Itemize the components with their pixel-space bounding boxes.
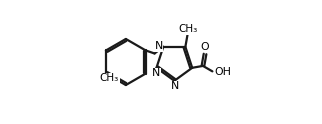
Text: OH: OH — [215, 67, 232, 77]
Text: N: N — [171, 81, 179, 91]
Text: CH₃: CH₃ — [100, 73, 119, 83]
Text: N: N — [152, 68, 161, 78]
Text: N: N — [155, 41, 163, 51]
Text: O: O — [201, 42, 209, 52]
Text: CH₃: CH₃ — [178, 24, 198, 34]
